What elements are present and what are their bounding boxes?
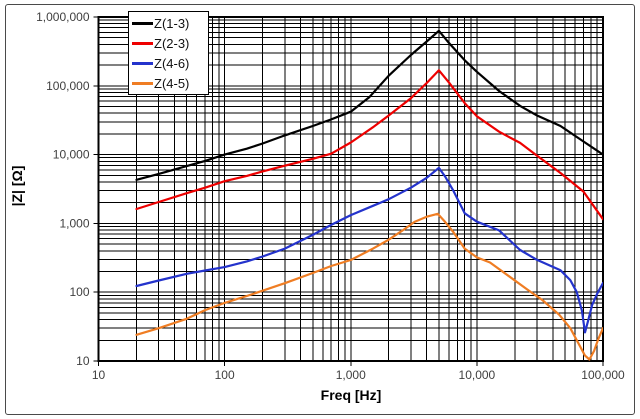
legend-line-sample	[132, 21, 153, 25]
legend-label: Z(4-6)	[154, 55, 190, 71]
y-tick-label: 100	[69, 285, 89, 299]
tick-labels: 10 100 1,000 10,000 100,000 10 100 1,000 10,000 1…	[36, 10, 625, 382]
plot-border	[97, 16, 604, 362]
curves	[135, 29, 603, 361]
legend-label: Z(1-3)	[154, 15, 190, 31]
legend-item: Z(2-3)	[132, 34, 205, 53]
y-tick-label: 10,000	[53, 148, 90, 162]
x-tick-label: 10	[92, 368, 106, 382]
legend-line-sample	[132, 61, 153, 65]
legend-line-sample	[132, 81, 153, 85]
x-tick-label: 100,000	[581, 368, 625, 382]
curve-z2-3	[135, 69, 603, 221]
x-axis-title: Freq [Hz]	[320, 387, 382, 403]
legend-item: Z(1-3)	[132, 14, 205, 33]
curve-z4-5	[135, 212, 603, 361]
curve-z1-3	[135, 29, 603, 181]
legend-label: Z(2-3)	[154, 35, 190, 51]
x-tick-label: 10,000	[459, 368, 496, 382]
legend: Z(1-3) Z(2-3) Z(4-6) Z(4-5)	[128, 11, 209, 95]
y-tick-label: 1,000	[59, 216, 89, 230]
y-tick-label: 10	[76, 354, 90, 368]
legend-label: Z(4-5)	[154, 75, 190, 91]
legend-line-sample	[132, 41, 153, 45]
y-tick-label: 100,000	[46, 79, 90, 93]
chart-frame	[5, 4, 635, 415]
legend-item: Z(4-6)	[132, 54, 205, 73]
x-tick-label: 1,000	[336, 368, 366, 382]
x-tick-label: 100	[215, 368, 235, 382]
y-axis-title: |Z| [Ω]	[9, 165, 25, 207]
y-tick-label: 1,000,000	[36, 10, 90, 24]
curve-z4-6	[135, 166, 603, 334]
legend-item: Z(4-5)	[132, 74, 205, 93]
